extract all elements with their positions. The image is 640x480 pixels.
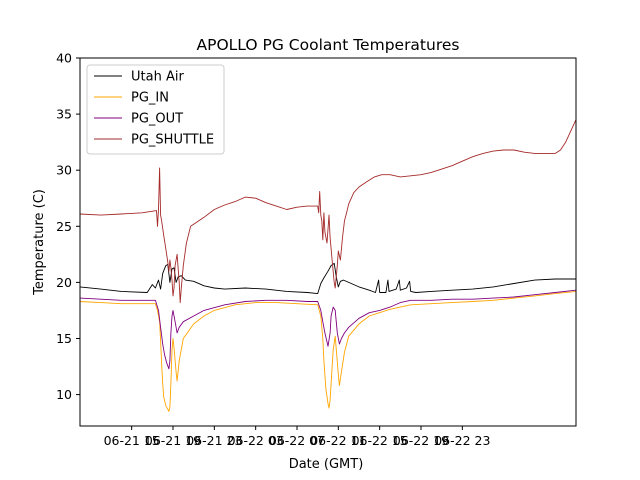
legend-label-pg-shuttle: PG_SHUTTLE [131,133,214,148]
y-tick-label: 25 [56,219,72,234]
y-tick-label: 15 [56,331,72,346]
y-tick-label: 40 [56,51,72,66]
chart-title: APOLLO PG Coolant Temperatures [197,36,460,54]
x-tick-label: 06-22 19 [393,433,449,448]
legend-label-pg-out: PG_OUT [131,112,183,127]
x-axis-title: Date (GMT) [289,457,364,472]
legend-label-utah-air: Utah Air [131,70,184,85]
y-tick-label: 35 [56,107,72,122]
legend-box [86,64,225,155]
y-tick-label: 10 [56,387,72,402]
x-tick-label: 06-21 15 [104,433,160,448]
x-tick-label: 06-22 07 [269,433,325,448]
plot-frame [79,57,577,427]
legend-entries: Utah Air PG_IN PG_OUT PG_SHUTTLE [94,70,214,148]
x-tick-label: 06-22 23 [434,433,490,448]
x-tick-label: 06-22 03 [228,433,284,448]
x-tick-label: 06-21 19 [145,433,201,448]
x-tick-label: 06-22 11 [310,433,366,448]
legend: Utah Air PG_IN PG_OUT PG_SHUTTLE [86,64,225,155]
series-line-pg-shuttle [79,119,577,304]
plot-series [79,119,577,412]
y-axis: 10 15 20 25 30 35 40 [56,51,80,402]
series-line-utah-air [79,262,576,295]
y-axis-title: Temperature (C) [32,189,47,296]
series-line-pg-out [79,289,577,370]
series-line-pg-in [79,290,577,412]
x-tick-label: 06-21 23 [186,433,242,448]
legend-label-pg-in: PG_IN [131,91,169,106]
y-tick-label: 30 [56,163,72,178]
y-tick-label: 20 [56,275,72,290]
x-tick-label: 06-22 15 [352,433,408,448]
